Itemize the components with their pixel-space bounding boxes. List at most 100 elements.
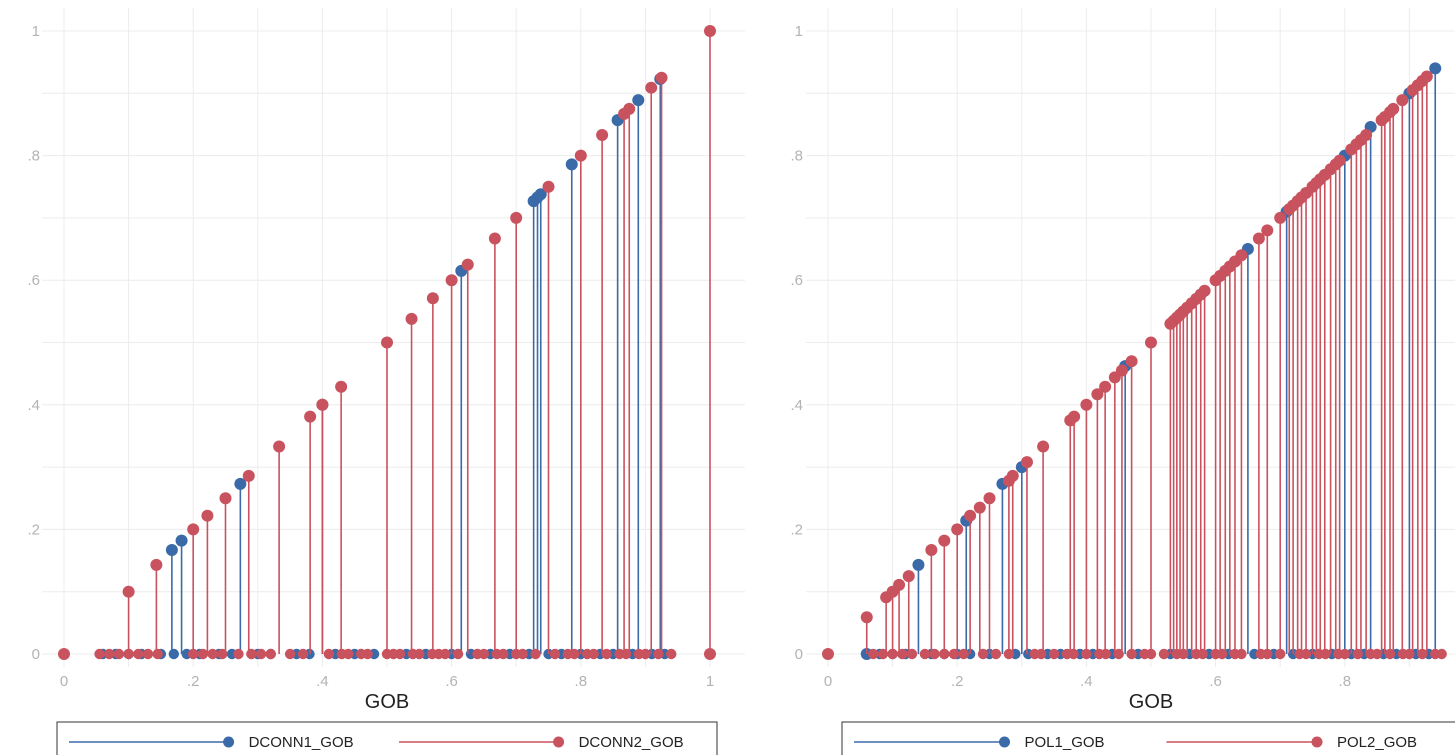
data-point xyxy=(912,558,925,571)
x-tick-label: .2 xyxy=(187,673,200,690)
data-point xyxy=(1125,355,1138,368)
y-tick-label: 1 xyxy=(32,23,40,40)
data-point xyxy=(273,440,286,453)
data-point-zero xyxy=(549,648,561,660)
plot-area xyxy=(42,8,745,667)
data-point xyxy=(1080,398,1093,411)
data-point-zero xyxy=(958,648,969,660)
data-point xyxy=(704,648,716,660)
data-point xyxy=(1099,380,1112,393)
legend-marker xyxy=(553,736,565,748)
data-point xyxy=(488,232,501,245)
data-point-zero xyxy=(1158,648,1170,660)
legend: POL1_GOB POL2_GOB xyxy=(841,721,1455,755)
y-tick-label: .2 xyxy=(790,521,803,538)
data-point xyxy=(645,81,658,94)
data-point xyxy=(1261,224,1274,237)
data-point xyxy=(951,523,964,536)
legend-marker xyxy=(1311,736,1323,748)
plot-area xyxy=(806,8,1455,667)
x-tick-label: .6 xyxy=(1209,673,1222,690)
data-point-zero xyxy=(197,648,209,660)
data-point-zero xyxy=(255,648,267,660)
data-point xyxy=(1020,456,1033,469)
data-point-zero xyxy=(517,648,528,660)
data-point xyxy=(150,558,163,571)
data-point-zero xyxy=(142,648,154,660)
data-point-zero xyxy=(343,648,354,660)
data-point xyxy=(925,543,938,556)
data-point-zero xyxy=(297,648,309,660)
legend-label: POL2_GOB xyxy=(1337,734,1417,751)
data-point xyxy=(1037,440,1050,453)
data-point xyxy=(1145,336,1157,349)
y-tick-label: 0 xyxy=(32,646,40,663)
x-tick-label: .2 xyxy=(951,673,964,690)
data-point-zero xyxy=(1371,648,1383,660)
data-point-zero xyxy=(990,648,1002,660)
data-point-zero xyxy=(498,648,509,660)
data-point xyxy=(58,648,70,660)
legend: DCONN1_GOB DCONN2_GOB xyxy=(56,721,718,755)
data-point-zero xyxy=(1436,648,1447,660)
x-tick-label: 0 xyxy=(60,673,68,690)
data-point xyxy=(445,274,458,287)
y-tick-label: .8 xyxy=(790,148,803,165)
data-point-zero xyxy=(666,648,677,660)
data-point xyxy=(1420,70,1433,83)
data-point xyxy=(234,477,247,490)
y-tick-label: .2 xyxy=(27,521,40,538)
legend-box xyxy=(56,721,718,755)
data-point-zero xyxy=(233,648,244,660)
legend-marker xyxy=(223,736,235,748)
data-point xyxy=(938,534,951,547)
y-tick-label: .6 xyxy=(27,272,40,289)
data-point xyxy=(1006,469,1019,482)
y-tick-label: 0 xyxy=(795,646,803,663)
x-tick-label: .8 xyxy=(575,673,588,690)
data-point-zero xyxy=(601,648,612,660)
series-DCONN2_GOB xyxy=(58,25,716,660)
data-point-zero xyxy=(919,648,931,660)
data-point xyxy=(860,611,873,624)
legend-box xyxy=(841,721,1455,755)
data-point-zero xyxy=(868,648,879,660)
data-point-zero xyxy=(640,648,651,660)
data-point xyxy=(822,648,834,660)
data-point xyxy=(964,509,977,522)
data-point-zero xyxy=(478,648,490,660)
data-point-zero xyxy=(246,648,257,660)
data-point-zero xyxy=(168,648,180,660)
data-point xyxy=(165,543,178,556)
data-point xyxy=(405,312,418,325)
data-point-zero xyxy=(362,648,373,660)
data-point xyxy=(983,492,996,505)
data-point-zero xyxy=(113,648,125,660)
data-point-zero xyxy=(265,648,276,660)
data-point xyxy=(973,501,986,514)
data-point xyxy=(1387,102,1400,115)
data-point-zero xyxy=(133,648,144,660)
data-point xyxy=(335,380,348,393)
data-point-zero xyxy=(530,648,541,660)
chart-panel-1: 0 .2 .4 .6 .8 1 0 .2 .4 .6 .8 1 GOB DCONN1_GOB DCONN2_… xyxy=(27,8,745,755)
data-point xyxy=(1252,232,1265,245)
y-tick-label: .4 xyxy=(790,397,803,414)
data-point xyxy=(1091,388,1104,401)
x-tick-label: .6 xyxy=(445,673,458,690)
data-point xyxy=(187,523,200,536)
x-tick-label: 0 xyxy=(824,673,832,690)
data-point xyxy=(893,578,906,591)
data-point xyxy=(1429,62,1442,75)
data-point-zero xyxy=(284,648,296,660)
data-point xyxy=(122,585,135,598)
x-tick-label: .8 xyxy=(1339,673,1352,690)
data-point-zero xyxy=(152,648,163,660)
y-tick-label: .8 xyxy=(27,148,40,165)
data-point-zero xyxy=(94,648,105,660)
data-point xyxy=(574,149,587,162)
legend-label: DCONN2_GOB xyxy=(579,734,684,751)
data-point xyxy=(1198,284,1211,297)
data-point-zero xyxy=(207,648,218,660)
data-point-zero xyxy=(104,648,115,660)
